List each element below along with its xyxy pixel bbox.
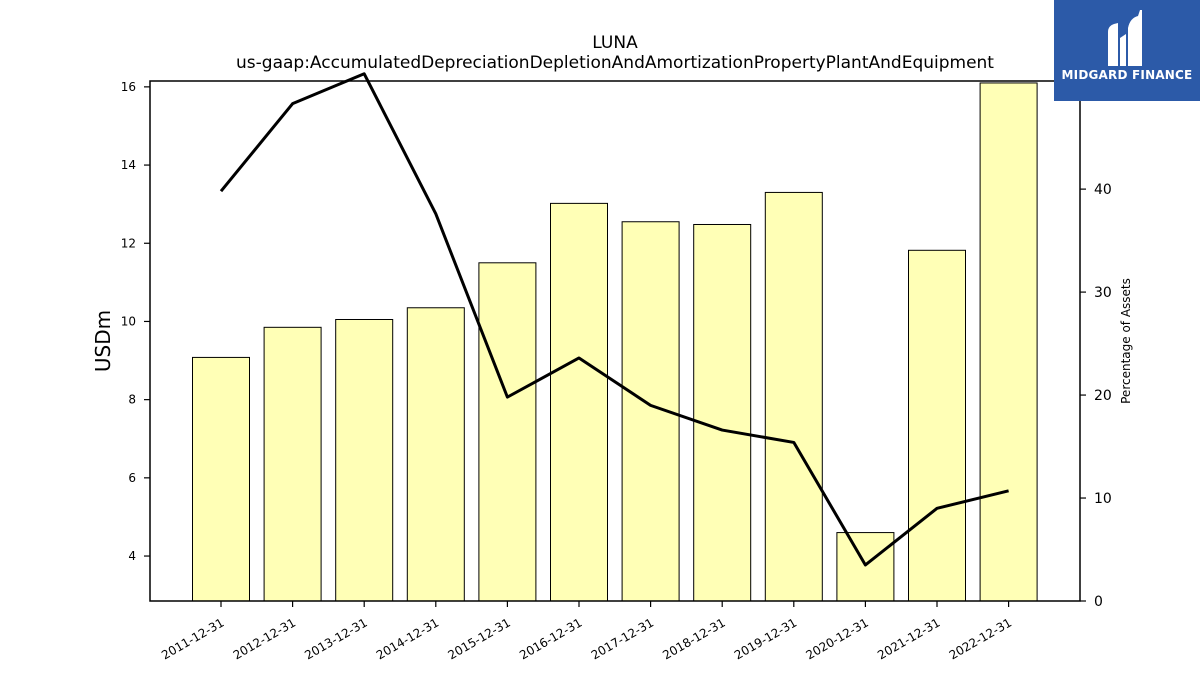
x-tick-label: 2021-12-31 (875, 615, 942, 662)
y2-tick-label: 30 (1094, 285, 1112, 301)
y-tick-label: 4 (128, 549, 136, 563)
bar (335, 318, 394, 602)
chart-title: LUNA (592, 33, 638, 53)
x-tick-label: 2020-12-31 (803, 615, 870, 662)
y-tick-label: 8 (128, 393, 136, 407)
bar (406, 307, 465, 602)
x-tick-label: 2016-12-31 (517, 615, 584, 662)
bar (764, 191, 823, 602)
y-axis: 4 6 8 10 12 14 16 (121, 80, 150, 563)
y2-tick-label: 40 (1094, 182, 1112, 198)
y-tick-label: 10 (121, 314, 136, 328)
percentage-line (219, 72, 1009, 567)
x-tick-label: 2012-12-31 (231, 615, 298, 662)
brand-logo: MIDGARD FINANCE (1054, 0, 1200, 101)
x-axis: 2011-12-31 2012-12-31 2013-12-31 2014-12-31… (159, 601, 1014, 662)
line-series (219, 72, 1009, 567)
y-tick-label: 14 (121, 158, 136, 172)
x-tick-label: 2011-12-31 (159, 615, 226, 662)
x-tick-label: 2013-12-31 (302, 615, 369, 662)
y-tick-label: 12 (121, 236, 136, 250)
y-axis-label: USDm (91, 310, 115, 372)
y2-axis-label: Percentage of Assets (1119, 278, 1133, 404)
y2-axis: 01020304050 (1080, 79, 1112, 610)
x-tick-label: 2017-12-31 (589, 615, 656, 662)
x-tick-label: 2018-12-31 (660, 615, 727, 662)
y2-tick-label: 20 (1094, 388, 1112, 404)
y-tick-label: 6 (128, 471, 136, 485)
bar (908, 249, 966, 602)
plot-frame (149, 80, 1081, 602)
logo-mark-icon (1108, 10, 1142, 66)
chart-subtitle: us-gaap:AccumulatedDepreciationDepletion… (236, 53, 994, 73)
bar (550, 202, 608, 602)
bar (979, 82, 1038, 602)
y-tick-label: 16 (121, 80, 136, 94)
bar (192, 356, 250, 602)
x-tick-label: 2014-12-31 (374, 615, 441, 662)
x-tick-label: 2019-12-31 (732, 615, 799, 662)
y2-tick-label: 10 (1094, 491, 1112, 507)
bar (478, 262, 537, 602)
bar (263, 326, 322, 602)
bar (693, 223, 752, 602)
bar-series (192, 82, 1038, 602)
logo-text: MIDGARD FINANCE (1061, 68, 1193, 82)
x-tick-label: 2015-12-31 (445, 615, 512, 662)
x-tick-label: 2022-12-31 (947, 615, 1014, 662)
bar (836, 532, 895, 602)
y2-tick-label: 0 (1094, 594, 1103, 610)
